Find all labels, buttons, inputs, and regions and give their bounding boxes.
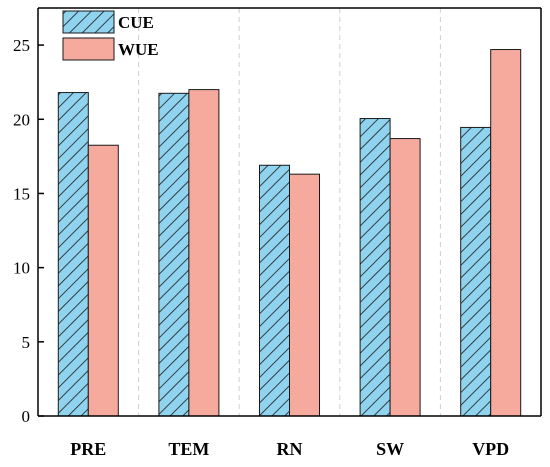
y-axis-ticks: 0 5 10 15 20 25 <box>13 36 44 426</box>
bar-cue-rn <box>259 164 290 417</box>
bar-wue-tem <box>188 89 220 417</box>
axes-group <box>37 7 542 417</box>
y-tick-label: 5 <box>22 333 31 352</box>
category-separators <box>138 8 441 416</box>
bar-wue-pre <box>87 144 119 417</box>
x-category-label: PRE <box>70 439 106 459</box>
legend-swatch-cue <box>62 10 115 34</box>
x-category-label: TEM <box>168 439 209 459</box>
y-tick-label: 25 <box>13 36 30 55</box>
y-tick-label: 15 <box>13 184 30 203</box>
legend: CUE WUE <box>62 10 159 61</box>
x-category-label: SW <box>376 439 404 459</box>
bar-wue-rn <box>289 173 320 417</box>
bars-group <box>57 49 522 417</box>
bar-wue-sw <box>389 138 421 417</box>
x-category-label: VPD <box>472 439 509 459</box>
y-tick-label: 10 <box>13 259 30 278</box>
bar-cue-tem <box>158 92 190 417</box>
legend-label-cue: CUE <box>118 13 154 32</box>
x-category-label: RN <box>277 439 303 459</box>
y-tick-label: 20 <box>13 110 30 129</box>
x-axis-labels: PRE TEM RN SW VPD <box>70 439 509 459</box>
bar-wue-vpd <box>490 49 522 417</box>
y-tick-label: 0 <box>22 407 31 426</box>
bar-cue-vpd <box>460 126 492 417</box>
bar-cue-pre <box>57 92 89 417</box>
bar-cue-sw <box>359 118 391 417</box>
legend-swatch-wue <box>62 37 115 61</box>
legend-label-wue: WUE <box>118 40 159 59</box>
